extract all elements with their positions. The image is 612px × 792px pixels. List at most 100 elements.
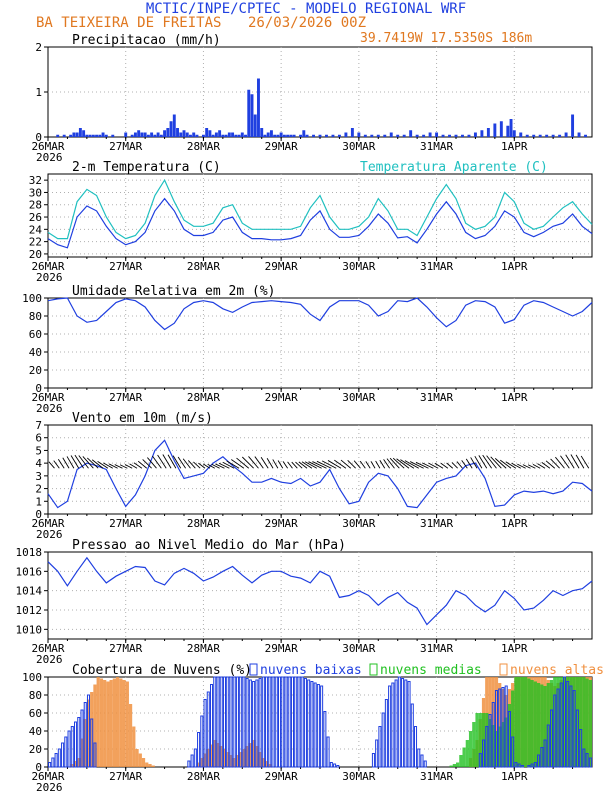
- precip-bar: [428, 132, 432, 137]
- precip-bar: [545, 134, 549, 137]
- precip-bar: [211, 134, 215, 137]
- cloud-bar: [252, 681, 256, 768]
- cloud-bar: [112, 678, 116, 767]
- y-tick-label: 7: [35, 419, 42, 432]
- cloud-bar: [86, 699, 91, 767]
- wind-arrow: [57, 458, 65, 469]
- cloud-bar: [559, 677, 563, 767]
- header-location: BA TEIXEIRA DE FREITAS: [36, 15, 221, 31]
- precip-bar: [344, 132, 348, 137]
- cloud-bar: [540, 684, 544, 767]
- cloud-bar: [90, 692, 94, 767]
- precip-bar: [82, 130, 86, 137]
- wind-arrow: [451, 462, 458, 469]
- panel-title-secondary: Temperatura Aparente (C): [360, 160, 548, 175]
- wind-arrow: [226, 460, 240, 469]
- y-tick-label: 0: [35, 131, 42, 144]
- cloud-bar: [553, 694, 557, 768]
- cloud-bar: [51, 757, 55, 768]
- x-year-label: 2026: [36, 653, 63, 666]
- cloud-bar: [494, 731, 499, 767]
- precip-bar: [195, 134, 199, 137]
- precip-bar: [273, 134, 277, 137]
- cloud-bar: [203, 699, 207, 768]
- x-tick-label: 30MAR: [342, 770, 375, 783]
- wind-arrow: [404, 460, 419, 469]
- cloud-bar: [401, 678, 405, 768]
- legend-label: nuvens medias: [380, 663, 482, 678]
- cloud-bar: [485, 726, 489, 768]
- precip-bar: [512, 130, 516, 137]
- precip-bar: [221, 134, 225, 137]
- cloud-bar: [585, 678, 589, 767]
- series-line: [47, 197, 593, 249]
- cloud-bar: [245, 678, 249, 768]
- x-tick-label: 1APR: [501, 391, 528, 404]
- cloud-bar: [494, 690, 498, 768]
- precip-bar: [305, 134, 309, 137]
- y-tick-label: 26: [29, 211, 42, 224]
- y-tick-label: 0: [35, 508, 42, 521]
- precip-bar: [72, 132, 76, 137]
- cloud-bar: [504, 717, 508, 767]
- cloud-bar: [151, 765, 155, 767]
- cloud-bar: [200, 715, 204, 768]
- precip-bar: [519, 132, 523, 137]
- cloud-bar: [498, 726, 502, 767]
- cloud-bar: [116, 677, 120, 767]
- y-tick-label: 20: [29, 248, 42, 261]
- cloud-bar: [562, 677, 567, 767]
- cloud-bar: [585, 753, 589, 768]
- cloud-bar: [187, 760, 191, 768]
- cloud-bar: [145, 762, 149, 767]
- wind-arrow: [327, 460, 342, 469]
- precip-bar: [389, 132, 393, 137]
- precip-bar: [318, 134, 322, 137]
- wind-arrow: [409, 461, 424, 469]
- cloud-bar: [575, 677, 580, 767]
- legend-swatch: [499, 663, 508, 676]
- wind-arrow: [218, 462, 230, 469]
- cloud-bar: [213, 740, 217, 767]
- cloud-bar: [546, 724, 550, 768]
- cloud-bar: [579, 729, 583, 768]
- y-tick-label: 40: [29, 725, 42, 738]
- precip-bar: [402, 134, 406, 137]
- precip-bar: [509, 119, 513, 137]
- wind-arrow: [53, 460, 60, 469]
- cloud-bar: [537, 754, 541, 768]
- cloud-bar: [527, 765, 531, 768]
- precip-bar: [499, 121, 503, 137]
- cloud-bar: [229, 676, 233, 768]
- y-tick-label: 3: [35, 470, 42, 483]
- precip-bar: [269, 130, 273, 137]
- cloud-bar: [222, 676, 226, 768]
- cloud-bar: [141, 758, 146, 767]
- panel-precip: 0 1 2 26MAR 27MAR 28MAR 29MAR 30MAR 31MAR 1APR 202…: [31, 33, 593, 164]
- precip-bar: [331, 134, 335, 137]
- x-tick-label: 31MAR: [420, 260, 453, 273]
- wind-arrow: [500, 459, 512, 469]
- wind-arrow: [236, 457, 250, 469]
- precip-bar: [205, 128, 209, 137]
- y-tick-label: 60: [29, 707, 42, 720]
- wind-arrow: [379, 459, 386, 469]
- x-tick-label: 31MAR: [420, 642, 453, 655]
- cloud-bar: [488, 719, 492, 767]
- cloud-bar: [456, 762, 460, 767]
- precip-bar: [422, 134, 426, 137]
- precip-bar: [337, 134, 341, 137]
- wind-arrow: [287, 461, 293, 469]
- precip-bar: [299, 134, 303, 137]
- y-tick-label: 5: [35, 444, 42, 457]
- precip-bar: [376, 134, 380, 137]
- panel-title: 2-m Temperatura (C): [72, 160, 221, 175]
- precip-bar: [56, 134, 60, 137]
- y-tick-label: 28: [29, 199, 42, 212]
- cloud-bar: [533, 681, 537, 767]
- y-tick-label: 0: [35, 382, 42, 395]
- cloud-bar: [478, 713, 482, 767]
- cloud-bar: [278, 676, 282, 768]
